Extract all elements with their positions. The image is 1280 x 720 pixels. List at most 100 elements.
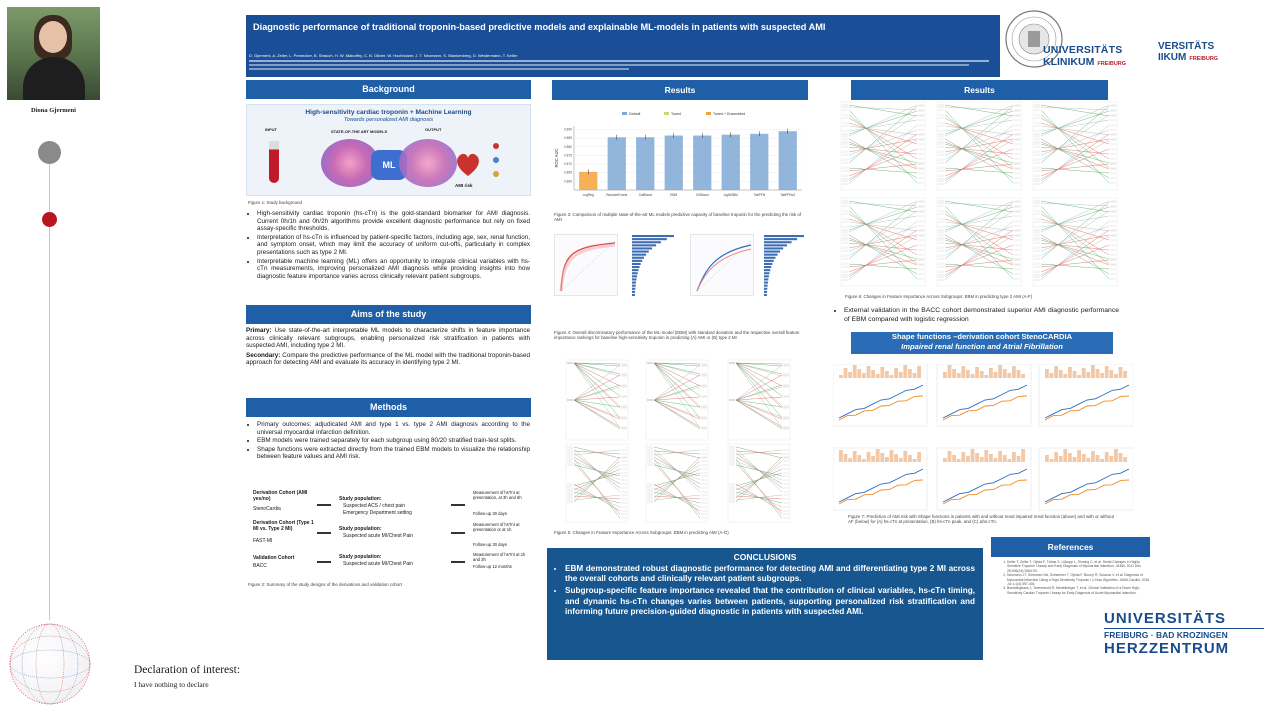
- bar: [579, 171, 598, 190]
- slope-line: [848, 125, 918, 136]
- histogram-bar: [843, 454, 848, 462]
- slope-line: [1040, 117, 1110, 160]
- shape-line-blue: [942, 384, 1028, 419]
- slope-line: [1040, 263, 1110, 270]
- histogram-bar: [908, 369, 912, 378]
- figure3-caption: Figure 3: Comparison of multiple state-o…: [554, 212, 802, 223]
- legend-swatch: [706, 112, 711, 115]
- slope-line: [1040, 133, 1110, 182]
- reference-3[interactable]: Boeddinghaus J, Twerenbold R, Nestelberg…: [1007, 586, 1150, 595]
- slope-line: [944, 117, 1014, 160]
- histogram-bar: [1068, 453, 1072, 462]
- uk-logo-city: FREIBURG: [1097, 61, 1127, 67]
- neural-net-icon: [321, 139, 379, 187]
- slope-line: [944, 110, 1014, 135]
- histogram-bar: [1045, 455, 1049, 462]
- importance-bar: [764, 238, 798, 241]
- slope-line: [848, 163, 918, 172]
- histogram-bar: [1021, 374, 1025, 378]
- slope-line: [848, 114, 918, 161]
- importance-bar: [764, 272, 770, 275]
- histogram-bar: [1054, 366, 1058, 378]
- importance-bar: [764, 235, 804, 238]
- histogram-bar: [1016, 370, 1021, 378]
- histogram-bar: [1058, 370, 1063, 378]
- cohort-3-sub: BACC: [253, 563, 267, 569]
- slope-line: [848, 210, 918, 257]
- shape-line-blue: [838, 468, 924, 503]
- poster-title-bar: Diagnostic performance of traditional tr…: [246, 15, 1000, 50]
- figure4-caption: Figure 4: Overall discriminatory perform…: [554, 330, 800, 341]
- aims-primary: Primary: Use state-of-the-art interpreta…: [246, 327, 530, 350]
- slope-line: [1040, 210, 1110, 257]
- slope-line: [653, 399, 701, 430]
- importance-bar: [764, 259, 774, 262]
- slope-line: [653, 464, 701, 477]
- blood-tube-icon: [269, 141, 279, 183]
- slope-line: [1040, 138, 1110, 153]
- histogram-bar: [979, 371, 984, 378]
- histogram-bar: [1054, 452, 1058, 462]
- histogram-bar: [1104, 366, 1109, 378]
- slope-line: [1040, 109, 1110, 184]
- output-icons: [493, 141, 525, 187]
- histogram-bar: [1114, 374, 1118, 378]
- histogram-bar: [1091, 451, 1095, 462]
- slope-line: [573, 464, 621, 477]
- slope-line: [1040, 234, 1110, 275]
- reference-2[interactable]: Neumann JT, Sörensen NA, Schwemer T, Oje…: [1007, 573, 1150, 586]
- slope-line: [1040, 122, 1110, 145]
- importance-bar: [632, 287, 636, 290]
- importance-bar: [632, 269, 639, 272]
- slope-line: [735, 362, 783, 375]
- importance-bar: [632, 266, 640, 269]
- ml-badge-label: ML: [382, 160, 396, 170]
- feature-importance-a: [632, 235, 674, 296]
- importance-bar: [632, 259, 643, 262]
- importance-bar: [632, 247, 653, 250]
- slope-line: [735, 494, 783, 501]
- slope-line: [944, 200, 1014, 213]
- histogram-bar: [839, 450, 843, 462]
- figure1-caption: Figure 1: Study background: [248, 200, 302, 205]
- histogram-bar: [843, 368, 848, 378]
- slope-line: [573, 399, 621, 420]
- histogram-bar: [947, 451, 952, 462]
- slope-line: [653, 449, 701, 456]
- histogram-bar: [903, 451, 908, 462]
- slope-line: [944, 125, 1014, 136]
- reference-1[interactable]: Keller T, Zeller T, Ojeda F, Tzikas S, L…: [1007, 560, 1150, 573]
- slope-line: [1040, 139, 1110, 180]
- shape-header-line-1: Shape functions –derivation cohort Steno…: [891, 332, 1073, 341]
- slope-line: [653, 362, 701, 429]
- figure7-caption: Figure 7: Prediction of AMI risk with Sh…: [848, 514, 1115, 525]
- nav-dot-red[interactable]: [42, 212, 57, 227]
- slope-line: [1040, 124, 1110, 185]
- slope-line: [1040, 110, 1110, 135]
- y-tick-label: 0.885: [564, 136, 572, 140]
- importance-bar: [764, 247, 784, 250]
- slope-line: [653, 362, 701, 407]
- slope-line: [944, 221, 1014, 232]
- slope-line: [1040, 104, 1110, 117]
- cohort-2-name: Derivation Cohort (Type 1 MI vs. Type 2 …: [253, 520, 314, 532]
- importance-bar: [632, 278, 637, 281]
- histogram-bar: [885, 371, 889, 378]
- nav-dot-grey[interactable]: [38, 141, 61, 164]
- slope-line: [573, 362, 621, 429]
- slope-line: [944, 105, 1014, 164]
- aims-primary-label: Primary:: [246, 327, 272, 334]
- heart-globe-icon: [8, 622, 92, 706]
- legend-label: Default: [629, 112, 640, 116]
- histogram-bar: [1086, 458, 1091, 462]
- slope-line: [573, 384, 621, 401]
- slope-line: [848, 114, 918, 169]
- legend-swatch: [664, 112, 669, 115]
- slope-line: [1040, 225, 1110, 252]
- affiliations-line: [249, 60, 989, 62]
- slope-line: [1040, 206, 1110, 231]
- slope-line: [653, 362, 701, 397]
- slope-line: [848, 259, 918, 268]
- slope-line: [944, 114, 1014, 161]
- aims-text: Primary: Use state-of-the-art interpreta…: [246, 327, 530, 367]
